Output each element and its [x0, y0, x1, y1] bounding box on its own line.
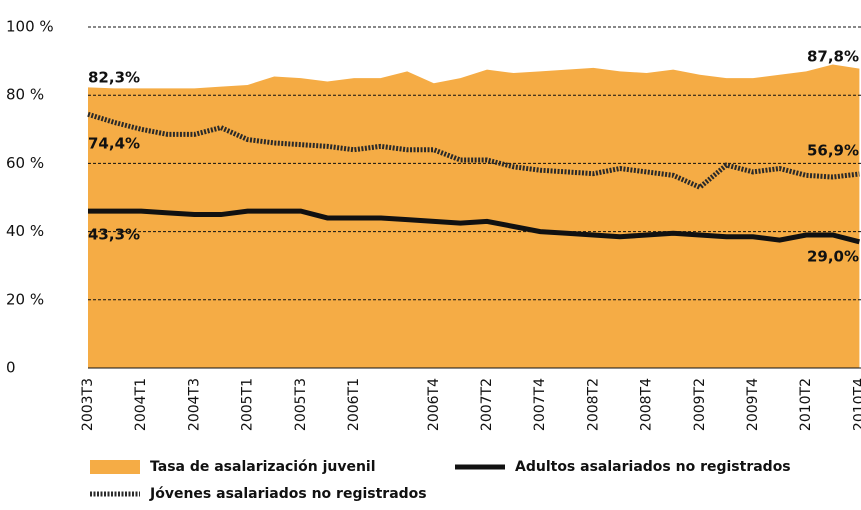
- legend-label: Jóvenes asalariados no registrados: [149, 486, 427, 502]
- x-tick-label: 2004T3: [186, 378, 202, 431]
- x-tick-label: 2007T4: [532, 378, 548, 431]
- y-tick-label: 20 %: [6, 290, 44, 308]
- legend-label: Tasa de asalarización juvenil: [150, 459, 376, 475]
- y-tick-label: 100 %: [6, 18, 54, 36]
- x-tick-label: 2003T3: [80, 378, 96, 431]
- line: [88, 208, 861, 245]
- annotation: 29,0%: [807, 248, 859, 266]
- x-tick-label: 2005T1: [240, 378, 256, 431]
- x-tick-label: 2007T2: [479, 378, 495, 431]
- area: [88, 64, 860, 368]
- legend-swatch: [90, 460, 140, 474]
- x-tick-label: 2009T2: [692, 378, 708, 431]
- x-tick-label: 2010T4: [851, 378, 861, 431]
- x-tick-label: 2004T1: [133, 378, 149, 431]
- x-tick-label: 2010T2: [798, 378, 814, 431]
- annotation: 56,9%: [807, 142, 859, 160]
- y-tick-label: 40 %: [6, 222, 44, 240]
- y-tick-label: 60 %: [6, 154, 44, 172]
- x-tick-label: 2005T3: [293, 378, 309, 431]
- y-tick-label: 80 %: [6, 86, 44, 104]
- annotation: 87,8%: [807, 48, 859, 66]
- x-tick-label: 2008T4: [639, 378, 655, 431]
- annotation: 43,3%: [88, 226, 140, 244]
- x-tick-label: 2006T4: [426, 378, 442, 431]
- legend-label: Adultos asalariados no registrados: [515, 459, 791, 475]
- annotation: 82,3%: [88, 69, 140, 87]
- x-tick-label: 2008T2: [585, 378, 601, 431]
- y-tick-label: 0: [6, 359, 16, 377]
- x-tick-label: 2006T1: [346, 378, 362, 431]
- x-tick-label: 2009T4: [745, 378, 761, 431]
- annotation: 74,4%: [88, 135, 140, 153]
